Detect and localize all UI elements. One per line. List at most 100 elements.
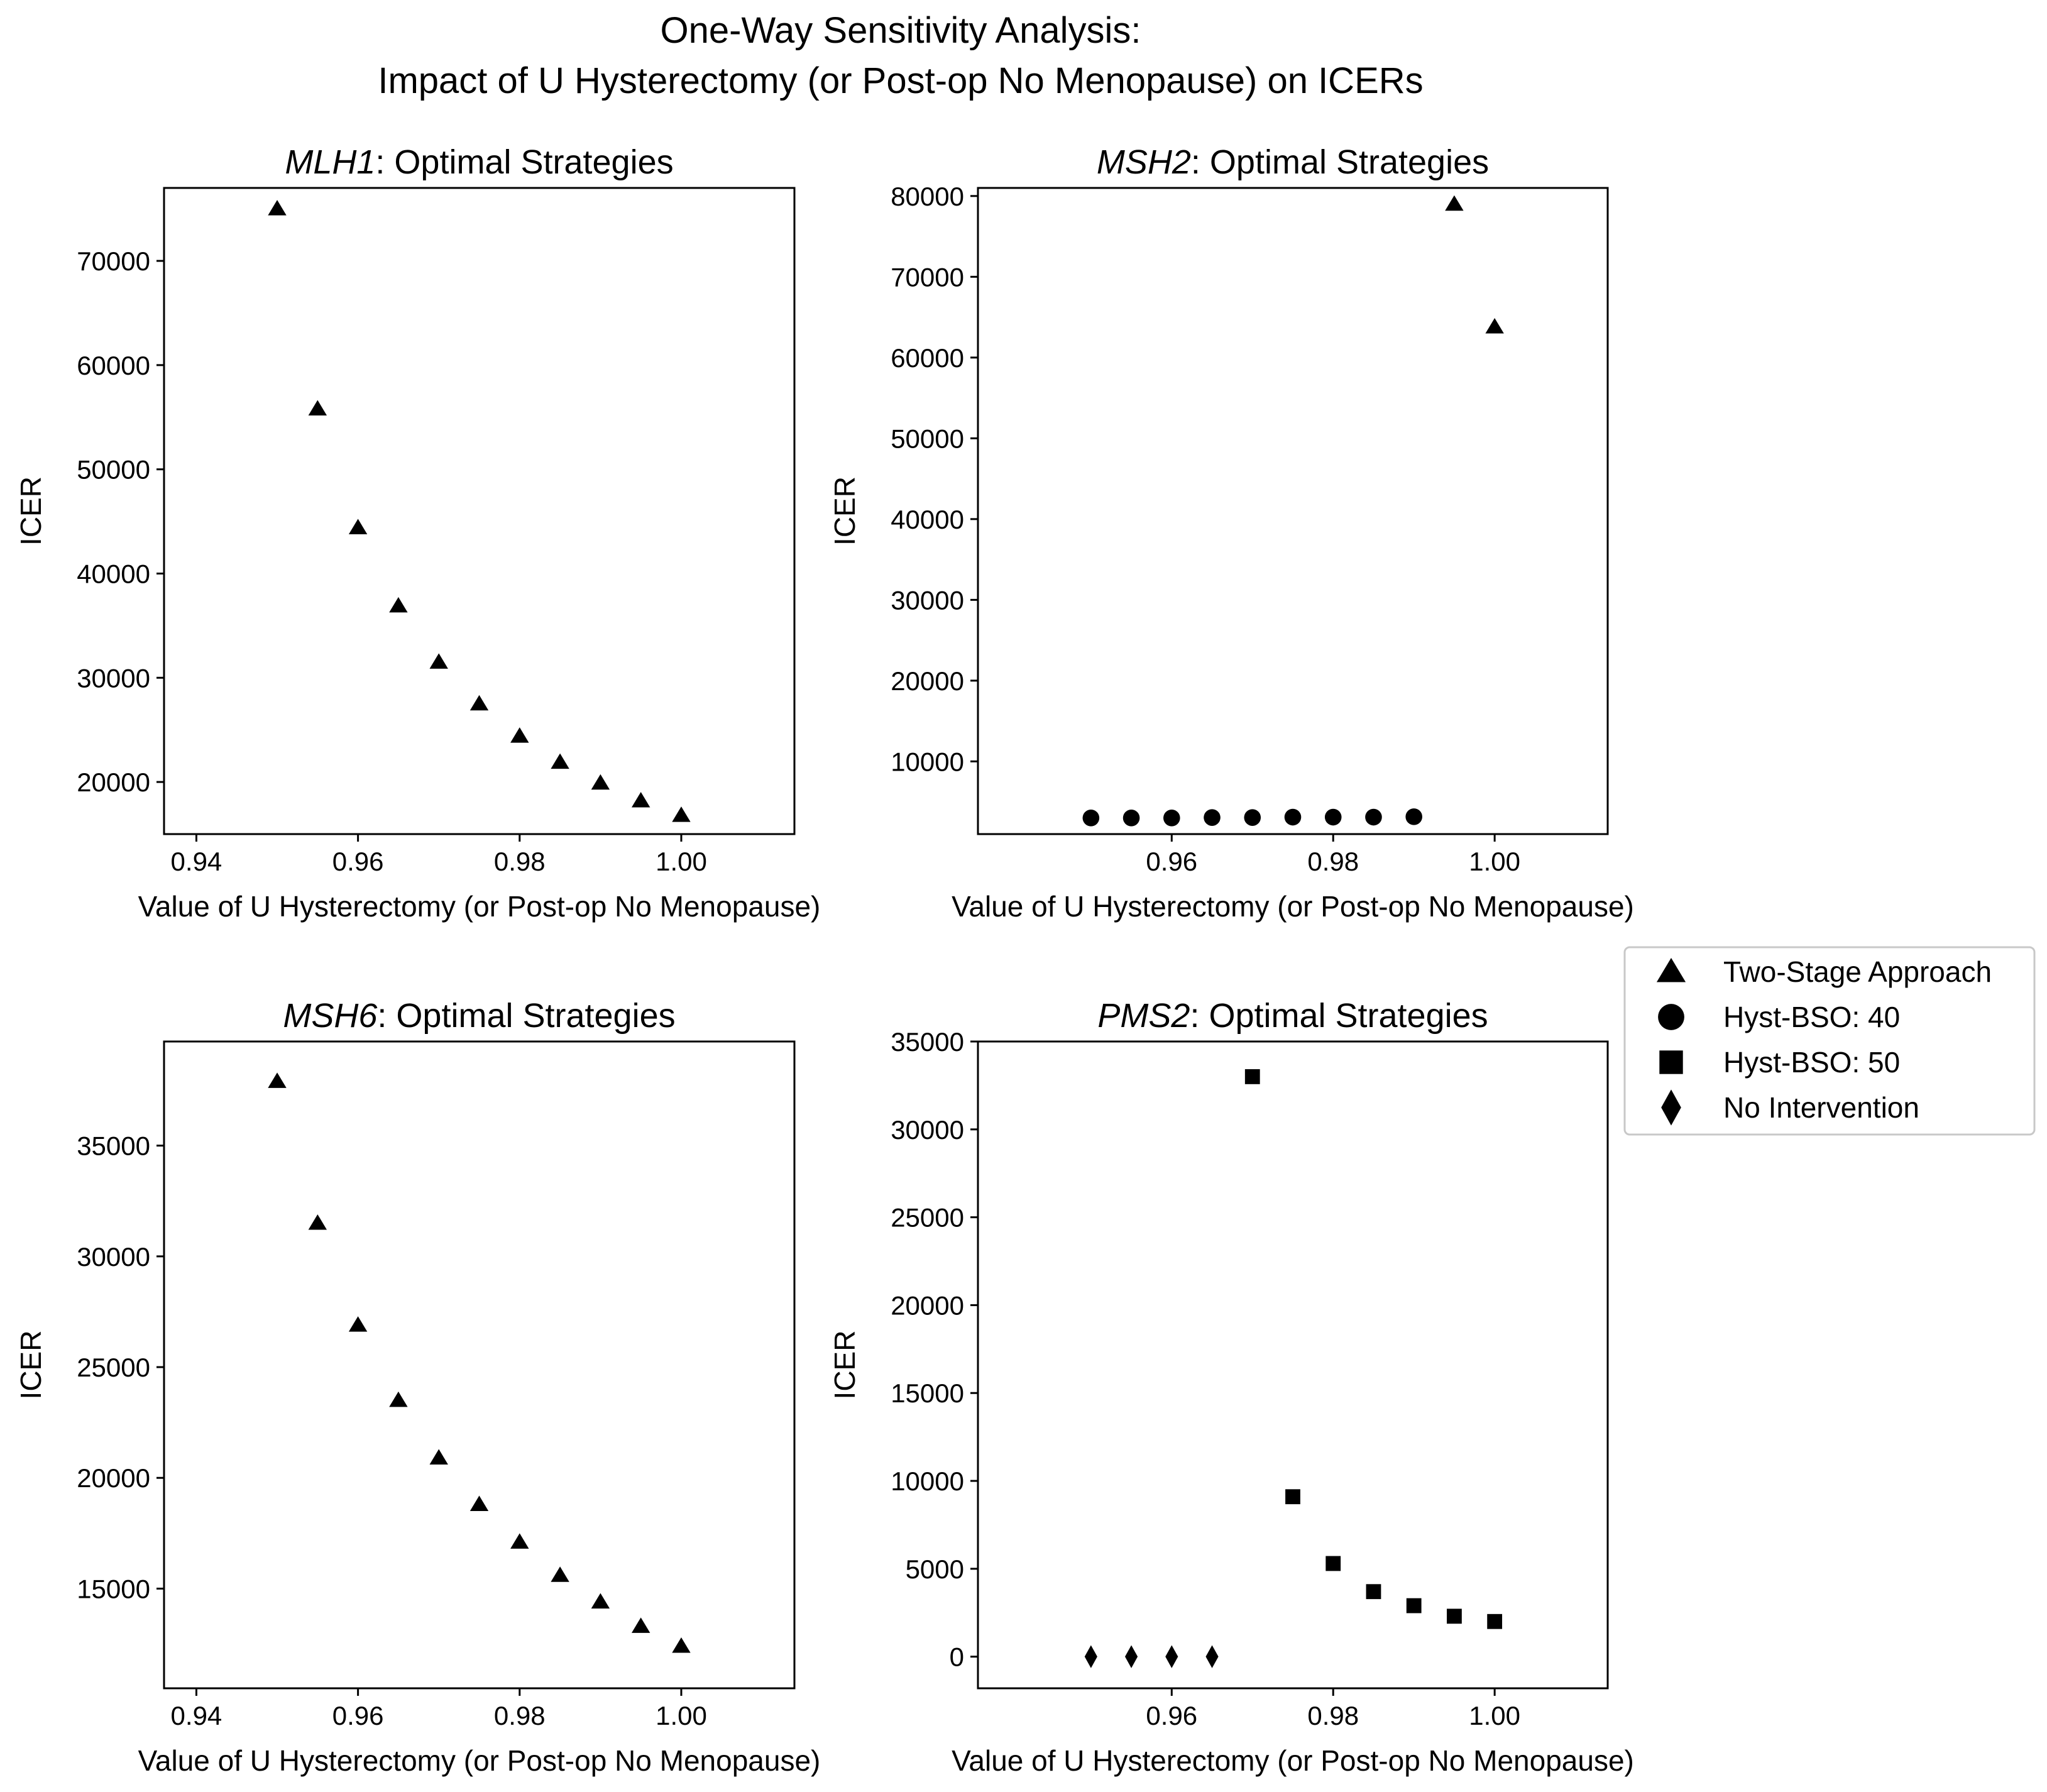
- x-tick-label: 0.96: [1146, 1701, 1197, 1730]
- subplot-title-gene: PMS2: [1097, 997, 1190, 1035]
- y-tick-label: 10000: [891, 747, 964, 776]
- legend-label: No Intervention: [1723, 1091, 1919, 1124]
- y-tick-label: 20000: [77, 767, 150, 797]
- y-tick-label: 60000: [77, 351, 150, 380]
- data-point-diamond: [1084, 1645, 1097, 1668]
- legend: Two-Stage Approach Hyst-BSO: 40 Hyst-BSO: …: [1623, 946, 2036, 1136]
- data-point-diamond: [1124, 1645, 1138, 1668]
- data-point-triangle: [591, 1593, 610, 1609]
- data-point-triangle: [631, 791, 650, 808]
- y-tick-label: 50000: [77, 455, 150, 485]
- y-tick-label: 20000: [891, 666, 964, 696]
- legend-label: Hyst-BSO: 50: [1723, 1046, 1900, 1079]
- data-point-triangle: [469, 695, 489, 711]
- data-point-diamond: [1165, 1645, 1178, 1668]
- data-point-triangle: [510, 727, 529, 743]
- data-point-circle: [1324, 808, 1342, 826]
- data-point-circle: [1284, 808, 1302, 826]
- data-point-triangle: [268, 200, 287, 216]
- data-point-square: [1325, 1556, 1341, 1571]
- x-tick-label: 0.96: [1146, 847, 1197, 876]
- data-point-triangle: [1445, 195, 1464, 211]
- data-point-triangle: [308, 400, 327, 416]
- y-tick-label: 70000: [77, 246, 150, 276]
- subplot-title-suffix: : Optimal Strategies: [1191, 143, 1489, 181]
- data-point-triangle: [631, 1617, 650, 1633]
- subplot-title-gene: MSH2: [1097, 143, 1191, 181]
- data-point-triangle: [551, 1566, 569, 1582]
- x-tick-label: 0.96: [332, 847, 384, 876]
- data-point-triangle: [551, 753, 569, 769]
- y-tick-label: 70000: [891, 262, 964, 292]
- legend-label: Hyst-BSO: 40: [1723, 1001, 1900, 1033]
- data-point-circle: [1122, 810, 1140, 827]
- y-tick-label: 15000: [77, 1574, 150, 1603]
- subplot-msh6: MSH6: Optimal Strategies 0.94 0.96 0.98 1.00…: [14, 997, 820, 1777]
- y-tick-label: 15000: [891, 1378, 964, 1408]
- y-tick-label: 35000: [77, 1131, 150, 1161]
- y-tick-label: 25000: [77, 1353, 150, 1382]
- y-tick-label: 25000: [891, 1203, 964, 1233]
- data-point-square: [1244, 1069, 1260, 1084]
- legend-marker-triangle: [1656, 958, 1686, 982]
- y-tick-label: 30000: [891, 1115, 964, 1145]
- y-axis-label: ICER: [14, 1331, 47, 1400]
- subplot-pms2: PMS2: Optimal Strategies 0.96 0.98 1.00 0 500…: [828, 997, 1634, 1777]
- subplot-mlh1: MLH1: Optimal Strategies 0.94 0.96 0.98 1.00…: [14, 143, 820, 923]
- x-tick-label: 0.94: [171, 847, 222, 876]
- x-axis-label: Value of U Hysterectomy (or Post-op No M…: [952, 1744, 1634, 1777]
- data-point-diamond: [1205, 1645, 1219, 1668]
- x-axis-label: Value of U Hysterectomy (or Post-op No M…: [952, 890, 1634, 923]
- subplot-title-gene: MSH6: [283, 997, 378, 1035]
- data-point-square: [1487, 1613, 1503, 1629]
- y-tick-label: 30000: [77, 663, 150, 693]
- subplot-title-suffix: : Optimal Strategies: [377, 997, 675, 1035]
- x-tick-label: 0.98: [1307, 847, 1359, 876]
- y-tick-label: 20000: [891, 1290, 964, 1320]
- y-tick-label: 10000: [891, 1466, 964, 1496]
- y-axis-label: ICER: [14, 476, 47, 546]
- legend-marker-circle: [1658, 1004, 1684, 1030]
- y-tick-label: 40000: [891, 505, 964, 534]
- legend-marker-diamond: [1661, 1089, 1681, 1126]
- subplot-title-pms2: PMS2: Optimal Strategies: [1097, 997, 1488, 1035]
- data-point-circle: [1365, 808, 1382, 826]
- legend-marker-square: [1659, 1050, 1683, 1074]
- y-axis-label: ICER: [828, 476, 861, 546]
- data-point-triangle: [429, 1449, 448, 1465]
- data-point-triangle: [268, 1072, 287, 1088]
- x-tick-label: 1.00: [1469, 1701, 1520, 1730]
- subplot-title-gene: MLH1: [285, 143, 375, 181]
- x-tick-label: 0.98: [1307, 1701, 1359, 1730]
- data-point-square: [1366, 1584, 1381, 1600]
- data-point-triangle: [389, 596, 408, 613]
- axes-frame: [163, 187, 796, 835]
- data-point-triangle: [672, 1637, 691, 1653]
- data-point-circle: [1204, 809, 1221, 826]
- data-point-triangle: [429, 653, 448, 669]
- data-point-triangle: [1485, 318, 1504, 334]
- y-tick-label: 80000: [891, 182, 964, 211]
- y-tick-label: 60000: [891, 343, 964, 373]
- subplot-title-mlh1: MLH1: Optimal Strategies: [285, 143, 673, 181]
- axes-frame: [977, 187, 1609, 835]
- x-tick-label: 0.98: [494, 1701, 546, 1730]
- legend-label: Two-Stage Approach: [1723, 955, 1992, 988]
- x-tick-label: 1.00: [656, 1701, 707, 1730]
- y-tick-label: 20000: [77, 1463, 150, 1493]
- y-tick-label: 40000: [77, 559, 150, 588]
- x-tick-label: 1.00: [656, 847, 707, 876]
- data-point-triangle: [308, 1214, 327, 1230]
- x-tick-label: 0.96: [332, 1701, 384, 1730]
- y-tick-label: 30000: [77, 1242, 150, 1272]
- x-tick-label: 1.00: [1469, 847, 1520, 876]
- data-point-square: [1285, 1489, 1300, 1505]
- y-axis-label: ICER: [828, 1331, 861, 1400]
- data-point-square: [1447, 1608, 1462, 1624]
- data-point-circle: [1163, 810, 1180, 827]
- figure-title-line2: Impact of U Hysterectomy (or Post-op No …: [378, 60, 1423, 101]
- y-tick-label: 30000: [891, 585, 964, 615]
- data-point-triangle: [591, 774, 610, 790]
- data-point-triangle: [510, 1533, 529, 1549]
